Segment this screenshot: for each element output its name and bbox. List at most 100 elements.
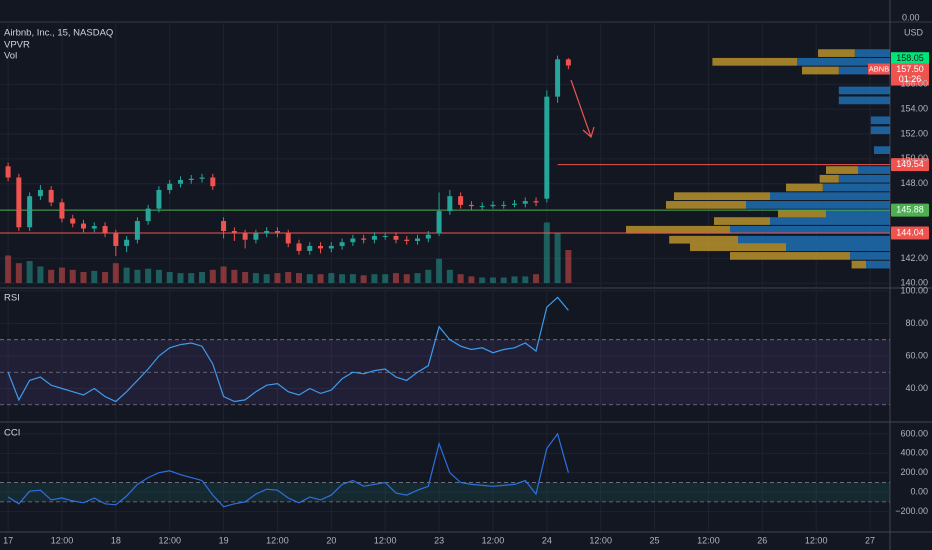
volume-bar	[242, 272, 249, 283]
vpvr-down	[786, 183, 823, 192]
candle-body	[156, 189, 162, 209]
x-tick-label: 26	[757, 535, 767, 545]
volume-bar	[543, 222, 550, 283]
vpvr-down	[819, 174, 839, 183]
volume-bar	[392, 273, 399, 283]
volume-bar	[522, 276, 529, 283]
price-label-box	[891, 158, 929, 172]
vpvr-up	[850, 252, 890, 260]
volume-bar	[123, 267, 130, 283]
x-tick-label: 12:00	[697, 535, 720, 545]
candle-body	[27, 196, 33, 228]
candle-body	[425, 234, 431, 239]
currency: USD	[904, 27, 924, 37]
vpvr-up	[826, 209, 890, 218]
y-tick-label: 400.00	[900, 448, 928, 458]
x-tick-label: 19	[219, 535, 229, 545]
volume-bar	[500, 277, 507, 283]
volume-bar	[533, 274, 540, 283]
x-tick-label: 20	[326, 535, 336, 545]
candle-body	[242, 233, 248, 240]
volume-bar	[436, 258, 443, 283]
vpvr-down	[778, 209, 826, 218]
plot-layer	[0, 22, 929, 531]
x-tick-label: 12:00	[805, 535, 828, 545]
x-tick-label: 18	[111, 535, 121, 545]
volume-bar	[306, 274, 313, 283]
candle-body	[16, 177, 22, 228]
candle-body	[522, 201, 528, 204]
vpvr-up	[786, 243, 890, 252]
volume-bar	[231, 269, 238, 283]
volume-bar	[177, 273, 184, 283]
x-tick-label: 12:00	[374, 535, 397, 545]
volume-bar	[102, 272, 109, 283]
candle-body	[102, 226, 108, 234]
volume-bar	[468, 276, 475, 283]
price-label-box	[891, 226, 929, 240]
indicator-line	[7, 296, 569, 403]
y-tick-label: 152.00	[900, 128, 928, 138]
candle-body	[145, 208, 151, 222]
band-fill	[0, 482, 890, 502]
y-tick-label: 80.00	[905, 318, 928, 328]
candle-body	[318, 245, 324, 249]
volume-bar	[91, 270, 98, 283]
symbol-title: Airbnb, Inc., 15, NASDAQ	[4, 28, 113, 39]
candle-body	[59, 202, 65, 219]
vpvr-up	[746, 201, 890, 209]
candle-body	[328, 245, 334, 249]
candle-body	[221, 221, 227, 232]
candle-body	[91, 226, 97, 229]
price-label: 145.88	[896, 204, 924, 214]
volume-bar	[145, 268, 152, 283]
x-tick-label: 25	[650, 535, 660, 545]
x-tick-label: 12:00	[266, 535, 289, 545]
countdown-label: 01:26	[899, 74, 922, 84]
vpvr-up	[838, 174, 890, 183]
volume-bar	[285, 272, 292, 283]
high-label-box	[891, 52, 929, 66]
vpvr-down	[712, 57, 798, 66]
y-tick-label: 154.00	[900, 103, 928, 113]
last-price-label: 157.50	[896, 64, 924, 74]
y-tick-label: 600.00	[900, 428, 928, 438]
volume-bar	[382, 274, 389, 283]
volume-bar	[15, 263, 22, 283]
indicator-label: Vol	[4, 51, 17, 62]
candle-body	[231, 231, 237, 234]
volume-bar	[199, 272, 206, 283]
volume-bar	[349, 274, 356, 283]
volume-bar	[48, 269, 55, 283]
volume-bar	[263, 274, 270, 283]
volume-bar	[511, 276, 518, 283]
price-label: 144.04	[896, 227, 924, 237]
volume-bar	[58, 267, 65, 283]
volume-bar	[360, 275, 367, 283]
volume-bar	[371, 274, 378, 283]
volume-bar	[403, 274, 410, 283]
vpvr-up	[738, 235, 890, 244]
x-tick-label: 27	[865, 535, 875, 545]
y-tick-label: 140.00	[900, 278, 928, 288]
candle-body	[436, 211, 442, 234]
symbol-label: ABNB	[869, 65, 889, 74]
candle-body	[210, 177, 216, 187]
candle-body	[37, 189, 43, 197]
volume-bar	[425, 269, 432, 283]
y-tick-label: −200.00	[895, 506, 928, 516]
candle-body	[113, 233, 119, 246]
volume-bar	[565, 250, 572, 283]
volume-bar	[220, 266, 227, 283]
x-tick-label: 12:00	[589, 535, 612, 545]
vpvr-up	[870, 126, 890, 135]
vpvr-up	[838, 96, 890, 105]
high-label: 158.05	[896, 53, 924, 63]
volume-bar	[80, 272, 87, 283]
y-tick-label: 40.00	[905, 383, 928, 393]
indicator-label: VPVR	[4, 40, 30, 51]
volume-bar	[317, 274, 324, 283]
candle-body	[188, 178, 194, 181]
